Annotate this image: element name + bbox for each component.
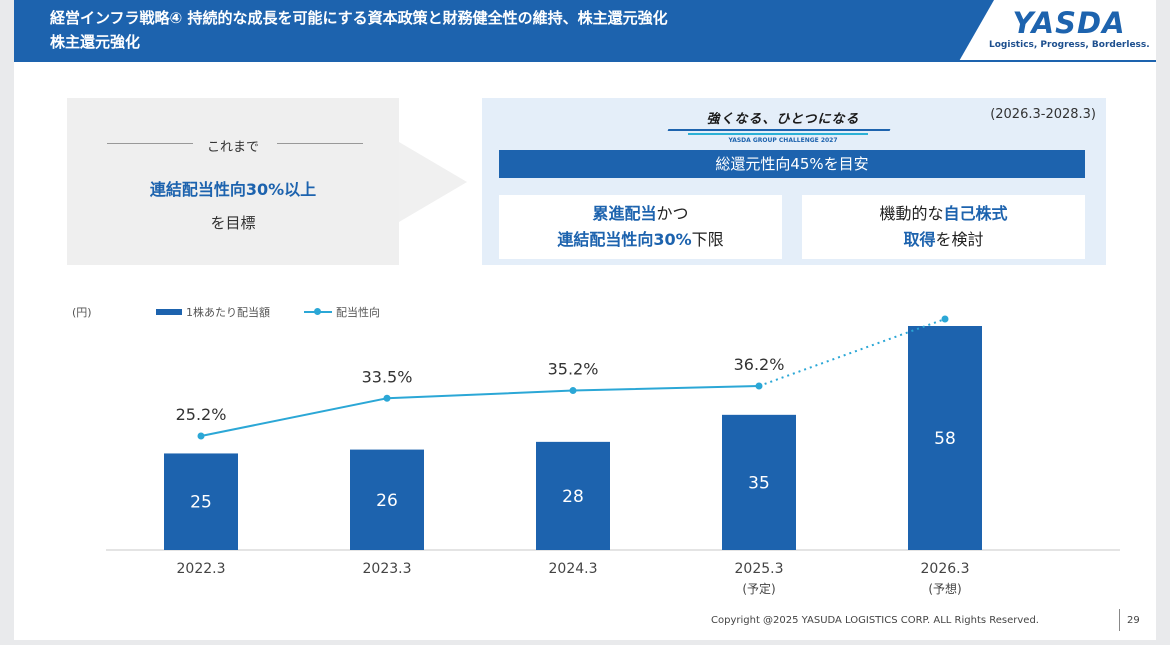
page-subtitle: 株主還元強化 [50, 33, 141, 51]
card2-text1: 機動的な [879, 204, 944, 223]
arrow-right-icon [399, 142, 467, 222]
x-tick-label: 2024.3 [549, 561, 598, 577]
x-tick-note: (予想) [928, 581, 961, 596]
legend-bar-swatch [156, 309, 182, 315]
header-banner: 経営インフラ戦略④ 持続的な成長を可能にする資本政策と財務健全性の維持、株主還元… [14, 0, 994, 60]
ratio-value-label: 35.2% [548, 360, 599, 379]
unit-label: (円) [72, 306, 92, 319]
x-tick-label: 2023.3 [363, 561, 412, 577]
x-tick-label: 2022.3 [177, 561, 226, 577]
logo-mark: YASDA [1012, 6, 1126, 40]
slogan-subtext: YASDA GROUP CHALLENGE 2027 [728, 137, 838, 144]
card1-highlight1: 累進配当 [592, 204, 657, 223]
previous-target-suffix: を目標 [210, 214, 256, 232]
bar-2024.3 [536, 441, 610, 550]
legend-bar-label: 1株あたり配当額 [186, 306, 270, 319]
bar-value-label: 25 [190, 493, 212, 513]
bar-value-label: 35 [748, 473, 770, 493]
ratio-line [200, 385, 760, 437]
page-number: 29 [1127, 615, 1140, 626]
copyright: Copyright @2025 YASUDA LOGISTICS CORP. A… [711, 615, 1039, 626]
ratio-point [197, 432, 205, 440]
card1-text2: 下限 [691, 230, 724, 249]
card2-text2: を検討 [935, 230, 984, 249]
card1-text1: かつ [656, 204, 689, 223]
ratio-point [383, 394, 391, 402]
previous-label: これまで [206, 140, 259, 155]
total-return-target: 総還元性向45%を目安 [499, 150, 1085, 178]
x-tick-label: 2025.3 [735, 561, 784, 577]
previous-policy-box: これまで 連結配当性向30%以上 を目標 [67, 98, 399, 265]
x-tick-note: (予定) [742, 581, 775, 596]
slogan-text: 強くなる、ひとつになる [706, 112, 860, 127]
bar-2023.3 [350, 449, 424, 550]
slogan-swoosh-accent [688, 133, 868, 135]
new-policy-box: 強くなる、ひとつになる YASDA GROUP CHALLENGE 2027 (… [482, 98, 1106, 265]
slogan-logo: 強くなる、ひとつになる YASDA GROUP CHALLENGE 2027 [667, 108, 898, 144]
dividend-chart: 25 2022.3 26 2023.3 28 2024.3 35 2025.3 (予定) 58 20… [106, 315, 1120, 596]
card2-highlight2: 取得 [903, 230, 936, 249]
divider-left [107, 143, 193, 144]
divider-right [277, 143, 363, 144]
ratio-value-label: 33.5% [362, 367, 413, 386]
slide: 経営インフラ戦略④ 持続的な成長を可能にする資本政策と財務健全性の維持、株主還元… [14, 0, 1156, 640]
bar-value-label: 26 [376, 491, 398, 511]
legend-line-label: 配当性向 [336, 306, 380, 319]
x-tick-label: 2026.3 [921, 561, 970, 577]
plan-period: (2026.3-2028.3) [990, 107, 1096, 122]
ratio-value-label: 25.2% [176, 405, 227, 424]
header-divider [14, 60, 1156, 62]
card1-highlight2: 連結配当性向30% [557, 230, 692, 249]
footer-divider [1119, 609, 1120, 631]
bar-value-label: 28 [562, 487, 584, 507]
ratio-point [755, 382, 763, 390]
bar-2026.3 [908, 326, 982, 550]
bar-2022.3 [164, 453, 238, 550]
previous-target: 連結配当性向30%以上 [149, 180, 317, 199]
logo-tagline: Logistics, Progress, Borderless. [989, 40, 1150, 50]
ratio-value-label: 36.2% [734, 355, 785, 374]
bar-2025.3 [722, 414, 796, 550]
ratio-point-forecast [941, 315, 949, 323]
bar-value-label: 58 [934, 429, 956, 449]
ratio-point [569, 387, 577, 395]
page-title: 経営インフラ戦略④ 持続的な成長を可能にする資本政策と財務健全性の維持、株主還元… [50, 9, 668, 27]
share-buyback-card: 機動的な自己株式 取得を検討 [802, 195, 1085, 259]
card2-highlight1: 自己株式 [943, 204, 1008, 223]
legend-line-dot [314, 308, 321, 315]
company-logo: YASDA Logistics, Progress, Borderless. [989, 6, 1150, 50]
progressive-dividend-card: 累進配当かつ 連結配当性向30%下限 [499, 195, 782, 259]
